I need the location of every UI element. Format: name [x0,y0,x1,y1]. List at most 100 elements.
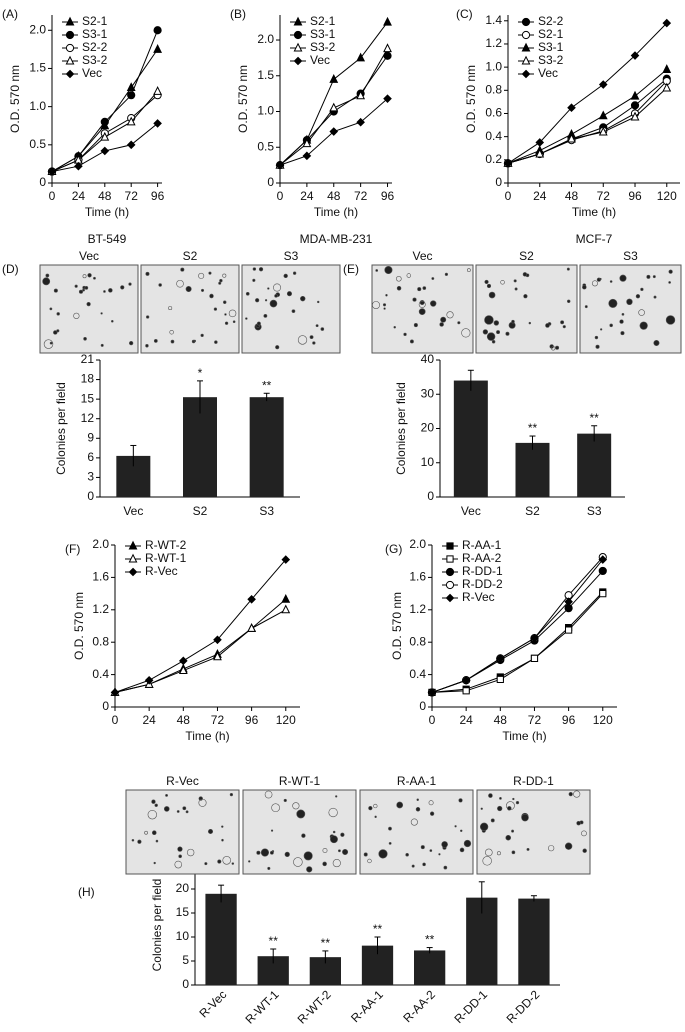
colony [514,287,518,291]
colony [493,320,500,326]
data-point [530,633,539,643]
caption: BT-549 [88,232,127,246]
colony [409,339,414,344]
colony [137,839,142,844]
colony [496,330,501,335]
colony [320,327,325,331]
colony [373,803,378,809]
data-point [126,140,136,150]
y-tick-label: 1.6 [409,570,426,584]
colony [620,331,625,336]
y-tick-label: 15 [81,391,95,405]
legend-marker [521,30,531,40]
colony [207,828,214,834]
x-tick-label: 48 [327,189,341,203]
y-tick-label: 30 [421,386,435,400]
colony [446,311,454,319]
colony [176,279,184,288]
data-point [356,117,365,127]
x-tick-label: R-AA-1 [348,987,386,1025]
y-tick-label: 0 [495,175,502,189]
colony [576,820,581,826]
x-tick-label: 24 [142,713,156,727]
colony [460,829,463,833]
micrograph [140,264,240,354]
colony [382,303,387,307]
colony [582,284,587,290]
legend-marker [445,593,455,603]
data-point [598,555,608,564]
series-line [431,556,604,693]
bar [515,442,550,497]
data-point [565,626,573,634]
colony [283,798,287,803]
legend-marker [65,69,75,79]
x-tick-label: 120 [276,713,296,727]
data-point [662,18,672,28]
data-point [535,148,545,158]
legend-marker [293,56,303,66]
colony [213,307,218,311]
data-point [530,654,539,662]
micrograph [242,789,357,875]
colony [301,833,306,838]
series-line [507,80,668,164]
colony [459,847,465,853]
legend-label: R-DD-2 [462,577,503,591]
y-axis-label: Colonies per field [54,382,68,475]
colony [488,291,496,299]
data-point [213,635,222,645]
series-line [507,22,668,164]
data-point [599,590,607,598]
y-tick-label: 0 [419,699,426,713]
x-tick-label: R-DD-1 [451,987,490,1026]
panel-label: (B) [230,7,246,21]
colony [500,280,505,285]
legend-label: S2-2 [538,14,564,28]
colony [245,291,250,296]
colony [283,273,288,279]
x-tick-label: 48 [98,189,112,203]
colony [332,830,336,834]
legend-marker [446,542,454,550]
bar [577,433,612,497]
colony [263,314,268,318]
colony [653,339,660,346]
panel-label: (D) [2,262,19,276]
bar [205,893,237,985]
image-label: Vec [79,249,99,263]
colony [271,803,280,813]
x-tick-label: 0 [277,189,284,203]
x-tick-label: 72 [597,189,611,203]
colony [256,321,261,326]
legend-marker [521,17,531,27]
legend-marker [293,16,303,26]
x-tick-label: 0 [112,713,119,727]
y-tick-label: 0 [182,977,189,991]
colony [431,277,435,280]
colony [178,854,182,859]
data-point [630,101,640,110]
colony [488,793,493,798]
significance: ** [321,936,331,950]
panel-label: (E) [343,262,359,276]
colony [108,288,113,293]
colony [53,288,58,293]
panel: (H)0510152025Colonies per fieldR-VecR-WT… [78,774,591,1027]
x-tick-label: S3 [587,504,602,518]
colony [411,864,415,868]
panel-label: (A) [2,7,18,21]
legend-label: S3-1 [82,27,108,41]
colony [145,271,150,276]
colony [303,851,313,861]
series-line [507,87,668,164]
colony [619,319,624,324]
y-axis-label: Colonies per field [150,879,164,972]
colony [591,280,598,287]
colony [418,301,426,308]
colony [182,806,187,811]
legend-label: S3-2 [310,40,336,54]
x-tick-label: 72 [528,713,542,727]
colony [653,295,657,299]
y-tick-label: 0.8 [92,634,109,648]
